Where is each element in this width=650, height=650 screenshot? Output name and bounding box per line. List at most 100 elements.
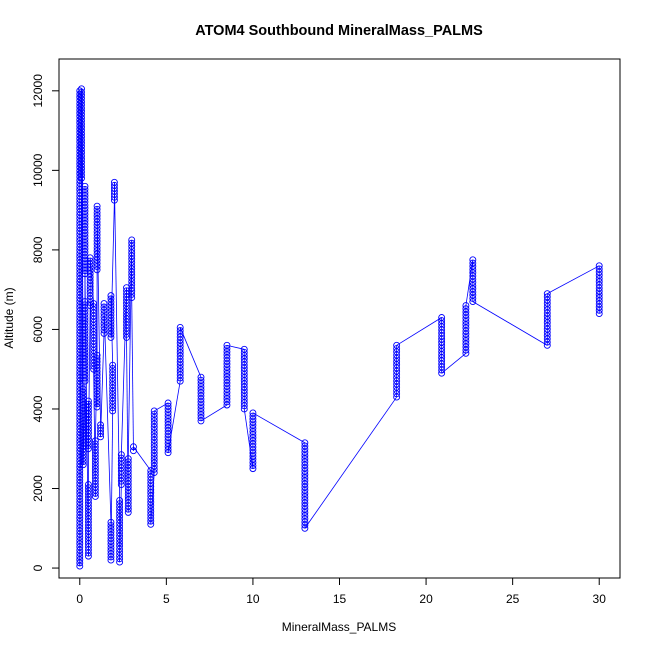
y-tick-label: 4000 bbox=[31, 395, 45, 422]
data-point bbox=[93, 380, 101, 388]
data-point bbox=[393, 351, 401, 359]
data-point bbox=[93, 393, 101, 401]
data-point bbox=[100, 300, 108, 308]
data-point bbox=[150, 439, 158, 447]
track-segment bbox=[304, 396, 397, 529]
x-tick-label: 10 bbox=[246, 592, 260, 606]
data-point bbox=[117, 471, 125, 479]
data-point bbox=[93, 390, 101, 398]
data-point bbox=[543, 328, 551, 336]
data-point bbox=[150, 456, 158, 464]
data-point bbox=[76, 90, 84, 98]
data-point bbox=[128, 239, 136, 247]
data-point bbox=[301, 439, 309, 447]
data-point bbox=[197, 373, 205, 381]
data-point bbox=[100, 310, 108, 317]
data-point bbox=[93, 364, 101, 372]
x-tick-label: 5 bbox=[163, 592, 170, 606]
data-point bbox=[117, 457, 125, 465]
data-point bbox=[93, 387, 101, 395]
x-tick-label: 0 bbox=[76, 592, 83, 606]
data-point bbox=[543, 319, 551, 327]
data-point bbox=[116, 496, 124, 504]
data-point bbox=[116, 532, 124, 540]
data-point bbox=[543, 309, 551, 317]
data-point bbox=[116, 555, 124, 563]
data-point bbox=[393, 354, 401, 362]
data-point bbox=[107, 292, 115, 300]
data-point bbox=[116, 539, 124, 547]
data-point bbox=[164, 399, 172, 407]
data-point bbox=[109, 384, 117, 392]
track-segment bbox=[114, 182, 121, 501]
data-point bbox=[543, 332, 551, 340]
data-point bbox=[109, 391, 117, 399]
data-point bbox=[100, 320, 108, 327]
track-segment bbox=[465, 259, 474, 306]
data-point bbox=[150, 420, 158, 428]
data-point bbox=[90, 303, 98, 311]
data-point bbox=[123, 287, 130, 295]
data-point bbox=[116, 509, 124, 517]
data-point bbox=[116, 535, 124, 543]
data-point bbox=[109, 404, 117, 412]
data-point bbox=[93, 202, 101, 210]
y-tick-label: 10000 bbox=[31, 153, 45, 187]
data-point bbox=[117, 481, 125, 488]
data-point bbox=[150, 446, 158, 454]
data-point bbox=[393, 374, 401, 382]
track-segment bbox=[547, 265, 600, 294]
data-point bbox=[240, 349, 248, 356]
data-point bbox=[86, 257, 94, 265]
data-point bbox=[438, 317, 446, 325]
data-point bbox=[150, 443, 158, 451]
data-point bbox=[116, 513, 124, 521]
data-point bbox=[130, 443, 137, 451]
track-segment bbox=[127, 239, 133, 459]
data-point bbox=[109, 365, 117, 372]
data-point bbox=[81, 185, 89, 193]
data-point bbox=[93, 351, 101, 359]
data-point bbox=[393, 348, 401, 356]
data-point bbox=[100, 326, 108, 334]
data-point bbox=[84, 484, 92, 492]
data-point bbox=[117, 461, 125, 469]
track-segment bbox=[103, 303, 112, 523]
data-point bbox=[150, 459, 158, 467]
data-point bbox=[97, 421, 105, 429]
data-point bbox=[109, 361, 117, 369]
data-point bbox=[150, 423, 158, 431]
data-point bbox=[107, 522, 115, 529]
data-point bbox=[93, 367, 101, 375]
data-point bbox=[543, 293, 551, 301]
data-point bbox=[543, 316, 551, 323]
data-point bbox=[93, 361, 101, 369]
data-point bbox=[93, 400, 101, 408]
data-point bbox=[393, 345, 401, 353]
data-point bbox=[393, 364, 401, 372]
data-point bbox=[109, 387, 117, 395]
x-tick-label: 15 bbox=[333, 592, 347, 606]
data-point bbox=[124, 458, 132, 466]
data-point bbox=[393, 361, 401, 369]
data-point bbox=[128, 236, 136, 244]
y-axis: 0 2000 4000 6000 8000 10000 12000 bbox=[31, 74, 59, 571]
y-tick-label: 12000 bbox=[31, 74, 45, 108]
data-point bbox=[109, 374, 117, 382]
data-point bbox=[116, 522, 124, 530]
data-point bbox=[543, 312, 551, 320]
data-point bbox=[393, 341, 401, 349]
data-point bbox=[116, 529, 124, 537]
data-point bbox=[117, 467, 125, 475]
data-point bbox=[93, 403, 101, 411]
data-point bbox=[197, 376, 205, 384]
data-point bbox=[223, 345, 231, 352]
data-point bbox=[595, 265, 603, 273]
data-point bbox=[116, 558, 124, 566]
data-point bbox=[117, 477, 125, 485]
data-point bbox=[93, 397, 101, 404]
data-point bbox=[223, 341, 231, 349]
track-segment bbox=[131, 297, 134, 451]
data-point bbox=[109, 407, 117, 415]
data-point bbox=[147, 467, 155, 475]
